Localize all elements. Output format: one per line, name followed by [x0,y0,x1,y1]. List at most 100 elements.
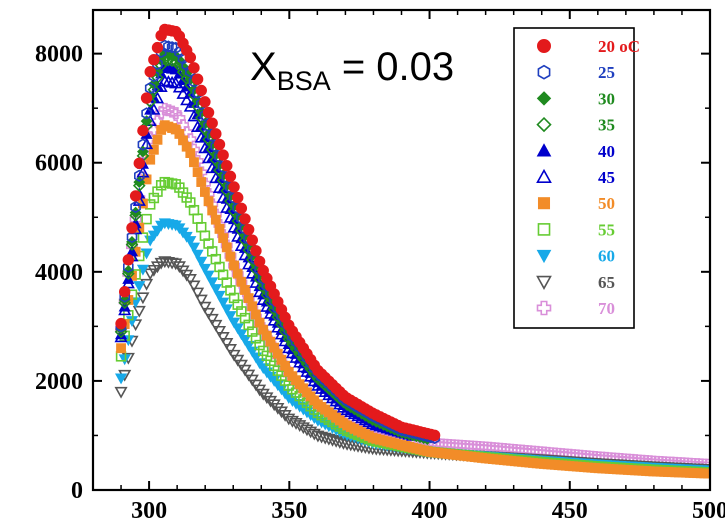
legend-entry: 65 [536,273,615,292]
data-point [428,429,441,442]
data-point [256,388,270,401]
data-point [212,325,227,338]
legend-entry: 45 [536,168,615,187]
data-point [196,177,207,187]
data-point [207,205,218,216]
data-point [236,276,247,287]
data-point [118,294,131,306]
legend-label: 25 [598,63,615,82]
y-tick-label: 8000 [35,42,83,68]
data-point [224,311,237,322]
data-point [199,96,211,108]
legend-marker [536,91,552,106]
data-point [229,260,239,271]
data-point [187,280,201,293]
y-tick-label: 2000 [35,369,83,395]
data-point [274,406,289,419]
data-point [220,338,234,350]
data-point [188,62,200,74]
data-point [224,170,237,183]
legend: 20 oC 25 30 35 40 45 50 55 60 65 70 [513,27,640,329]
data-point [221,242,232,253]
x-tick-label: 350 [271,498,307,524]
data-point [137,124,149,137]
data-point [134,169,145,182]
legend-label: 55 [598,220,615,239]
data-point [206,117,218,129]
data-point [247,301,258,312]
annotation-main: X [250,45,277,89]
axes: 300 350 400 450 500 0 2000 4000 6000 8000 [35,10,725,524]
data-point [278,410,292,422]
legend-label: 65 [598,273,615,292]
data-point [228,181,240,193]
legend-marker [536,143,552,157]
legend-marker [536,116,552,133]
data-point [189,157,199,168]
data-point [242,223,255,236]
data-point [192,167,203,178]
legend-box [513,27,635,329]
data-point [184,236,197,248]
data-point [209,284,222,296]
data-point [220,304,233,316]
data-point [118,286,131,298]
data-point [169,107,182,120]
data-point [202,106,215,119]
data-point [151,41,164,54]
data-point [206,277,219,289]
data-point [192,213,203,224]
data-point [169,258,183,271]
data-point [271,402,285,415]
y-tick-label: 6000 [35,151,83,177]
data-point [214,223,225,234]
legend-entry: 50 [537,194,615,213]
data-point [195,256,208,268]
data-point [703,468,709,479]
data-point [195,84,207,97]
data-point [246,234,258,246]
x-tick-label: 450 [552,498,588,524]
data-point [132,305,146,318]
data-point [240,285,250,295]
annotation-subscript: BSA [277,66,331,96]
data-point [115,317,127,330]
legend-entry: 70 [536,299,615,318]
data-point [232,268,243,279]
data-point [213,138,226,151]
data-layer [114,23,709,479]
legend-marker [537,39,551,53]
legend-marker [537,64,551,80]
legend-label: 30 [598,89,615,108]
data-point [239,213,251,225]
data-point [260,392,274,405]
data-point [148,53,160,66]
data-point [333,437,347,449]
legend-label: 35 [598,116,615,135]
data-point [231,323,244,335]
data-point [210,214,221,225]
data-point [144,81,156,95]
legend-label: 45 [598,168,615,187]
data-point [221,160,233,172]
data-point [217,149,229,161]
data-point [263,395,278,408]
legend-entry: 40 [536,142,615,161]
legend-marker [536,249,552,264]
data-point [133,157,145,169]
data-point [238,335,252,346]
data-point [218,233,229,244]
data-point [213,290,226,302]
legend-marker [536,275,552,290]
data-point [126,230,138,244]
data-point [202,270,215,282]
data-point [235,329,248,341]
data-point [140,278,154,291]
data-point [209,319,223,332]
data-point [242,340,255,352]
legend-label: 50 [598,194,615,213]
data-point [196,221,207,233]
data-point [267,399,281,412]
data-point [191,287,205,300]
